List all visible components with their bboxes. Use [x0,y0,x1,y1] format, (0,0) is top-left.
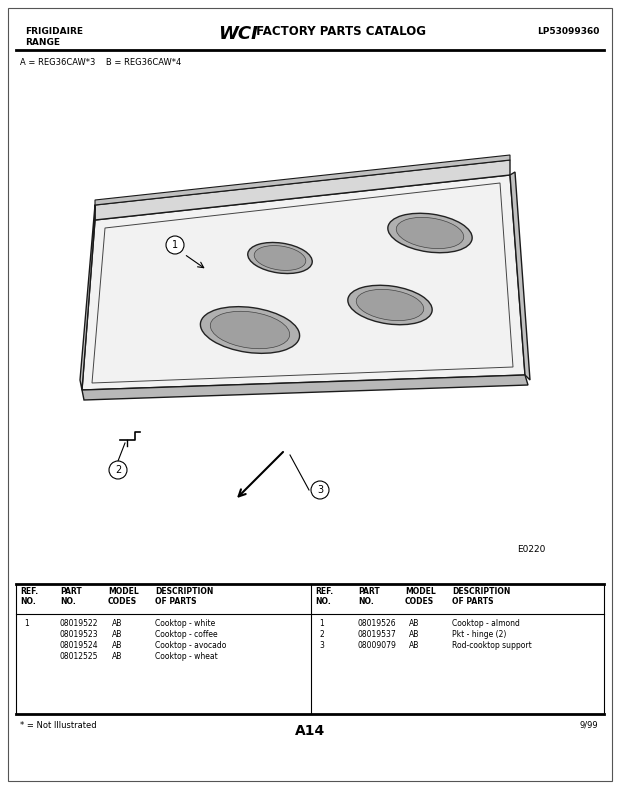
Text: A14: A14 [295,724,325,738]
Text: Pkt - hinge (2): Pkt - hinge (2) [452,630,507,639]
Ellipse shape [356,290,423,320]
Text: REF.
NO.: REF. NO. [20,587,38,607]
Text: FACTORY PARTS CATALOG: FACTORY PARTS CATALOG [252,25,426,38]
Ellipse shape [348,286,432,325]
Text: RANGE: RANGE [25,38,60,47]
Text: 08019524: 08019524 [60,641,99,650]
Text: 08019526: 08019526 [358,619,397,628]
Text: WCI: WCI [218,25,258,43]
Text: AB: AB [112,630,122,639]
Polygon shape [95,155,510,205]
Text: 1: 1 [172,240,178,250]
Text: AB: AB [112,652,122,661]
Text: 9/99: 9/99 [579,721,598,730]
Circle shape [109,461,127,479]
Text: 08019537: 08019537 [358,630,397,639]
Circle shape [311,481,329,499]
Text: 2: 2 [115,465,121,475]
Text: PART
NO.: PART NO. [60,587,82,607]
Text: E0220: E0220 [516,545,545,554]
Text: Cooktop - white: Cooktop - white [155,619,215,628]
Text: 3: 3 [317,485,323,495]
Text: 1: 1 [24,619,29,628]
Polygon shape [82,375,528,400]
Ellipse shape [388,213,472,252]
Text: AB: AB [409,619,419,628]
Text: AB: AB [409,641,419,650]
Text: AB: AB [409,630,419,639]
Text: Cooktop - avocado: Cooktop - avocado [155,641,226,650]
Text: 08009079: 08009079 [358,641,397,650]
Text: FRIGIDAIRE: FRIGIDAIRE [25,27,83,36]
Text: 1: 1 [319,619,324,628]
Polygon shape [510,172,530,380]
Text: AB: AB [112,619,122,628]
Text: Cooktop - coffee: Cooktop - coffee [155,630,218,639]
Text: MODEL
CODES: MODEL CODES [108,587,139,607]
Text: * = Not Illustrated: * = Not Illustrated [20,721,97,730]
Polygon shape [95,160,510,220]
Polygon shape [82,175,525,390]
Text: Cooktop - almond: Cooktop - almond [452,619,520,628]
Text: LP53099360: LP53099360 [538,27,600,36]
Text: 08012525: 08012525 [60,652,99,661]
Text: DESCRIPTION
OF PARTS: DESCRIPTION OF PARTS [155,587,213,607]
Polygon shape [80,205,95,390]
Ellipse shape [396,218,464,249]
Ellipse shape [248,242,312,274]
Text: 2: 2 [319,630,324,639]
Text: Rod-cooktop support: Rod-cooktop support [452,641,532,650]
Text: 08019522: 08019522 [60,619,99,628]
Text: A = REG36CAW*3    B = REG36CAW*4: A = REG36CAW*3 B = REG36CAW*4 [20,58,181,67]
Text: MODEL
CODES: MODEL CODES [405,587,436,607]
Text: AB: AB [112,641,122,650]
Ellipse shape [200,307,299,353]
Circle shape [166,236,184,254]
Text: REF.
NO.: REF. NO. [315,587,333,607]
Text: 3: 3 [319,641,324,650]
Text: 08019523: 08019523 [60,630,99,639]
Text: PART
NO.: PART NO. [358,587,379,607]
Ellipse shape [210,312,290,349]
Ellipse shape [254,245,306,271]
Text: DESCRIPTION
OF PARTS: DESCRIPTION OF PARTS [452,587,510,607]
Text: Cooktop - wheat: Cooktop - wheat [155,652,218,661]
